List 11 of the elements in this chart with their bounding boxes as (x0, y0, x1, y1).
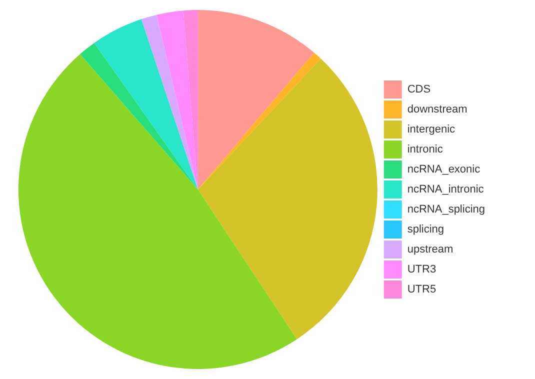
legend-label: intergenic (407, 124, 456, 136)
legend-label: upstream (407, 244, 454, 256)
legend-label: intronic (407, 144, 444, 156)
legend-label: ncRNA_splicing (407, 204, 486, 216)
legend-label: UTR3 (407, 264, 436, 276)
legend-label: splicing (407, 224, 444, 236)
legend-label: ncRNA_intronic (407, 184, 484, 196)
legend-label: ncRNA_exonic (407, 164, 481, 176)
legend-label: downstream (407, 104, 468, 116)
legend-label: UTR5 (407, 284, 436, 296)
legend-label: CDS (407, 84, 431, 96)
